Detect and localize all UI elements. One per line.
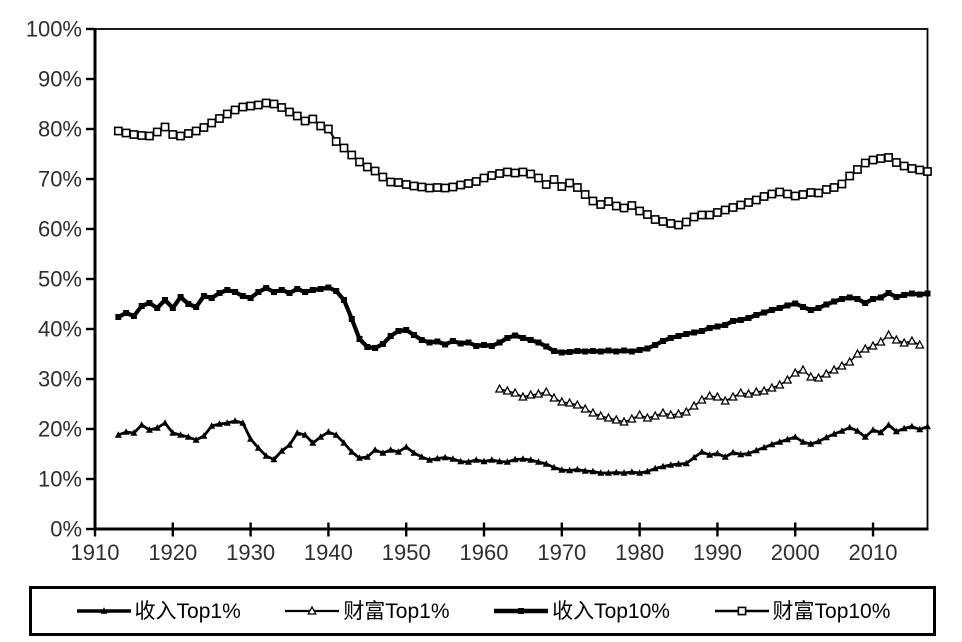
legend-label-income-top10: 收入Top10%	[552, 599, 670, 623]
y-tick-label: 50%	[38, 267, 82, 292]
x-tick-label: 2010	[849, 540, 898, 565]
x-tick-label: 1990	[693, 540, 742, 565]
legend-label-wealth-top1: 财富Top1%	[343, 599, 450, 623]
x-tick-label: 1910	[71, 540, 120, 565]
x-tick-label: 1980	[615, 540, 664, 565]
series-income-top1-line	[117, 419, 929, 475]
x-tick-label: 1970	[537, 540, 586, 565]
legend-label-wealth-top10: 财富Top10%	[772, 599, 891, 623]
legend-item-wealth-top10: 财富Top10%	[713, 599, 891, 623]
x-tick-label: 1940	[304, 540, 353, 565]
y-tick-label: 100%	[26, 17, 82, 42]
y-tick-label: 20%	[38, 417, 82, 442]
x-tick-label: 2000	[771, 540, 820, 565]
y-tick-label: 40%	[38, 317, 82, 342]
series-income-top10-line	[117, 285, 928, 355]
y-tick-label: 60%	[38, 217, 82, 242]
y-tick-label: 0%	[50, 517, 82, 542]
open-triangle-marker-icon	[285, 605, 340, 615]
y-tick-label: 90%	[38, 67, 82, 92]
x-tick-label: 1960	[460, 540, 509, 565]
y-tick-label: 80%	[38, 117, 82, 142]
y-axis: 0% 10% 20% 30% 40% 50% 60% 70% 80% 90% 100%	[26, 17, 95, 542]
open-square-marker-icon	[714, 606, 769, 616]
filled-square-marker-icon	[494, 608, 549, 614]
y-tick-label: 30%	[38, 367, 82, 392]
series-wealth-top10-markers	[113, 98, 932, 230]
legend-item-income-top1: 收入Top1%	[75, 601, 241, 622]
series-wealth-top1-markers	[494, 329, 925, 426]
series-income-top1	[114, 417, 931, 476]
x-tick-label: 1920	[148, 540, 197, 565]
series-wealth-top1	[494, 329, 925, 426]
x-axis: 1910 1920 1930 1940 1950 1960 1970 1980 1990 2000…	[71, 522, 898, 565]
legend-label-income-top1: 收入Top1%	[134, 599, 241, 623]
series-income-top10	[115, 284, 931, 356]
y-tick-label: 10%	[38, 467, 82, 492]
series-wealth-top1-line	[499, 334, 921, 423]
legend-item-income-top10: 收入Top10%	[492, 601, 670, 622]
legend-item-wealth-top1: 财富Top1%	[283, 599, 450, 623]
x-tick-label: 1930	[226, 540, 275, 565]
x-tick-label: 1950	[382, 540, 431, 565]
plot-frame	[93, 28, 929, 531]
series-income-top10-markers	[115, 284, 931, 356]
series-wealth-top10	[113, 98, 932, 230]
y-tick-label: 70%	[38, 167, 82, 192]
series-income-top1-markers	[114, 417, 931, 476]
series-wealth-top10-line	[118, 102, 928, 226]
filled-triangle-marker-icon	[76, 607, 131, 614]
legend: 收入Top1% 财富Top1% 收入Top10% 财富Top10%	[29, 586, 936, 636]
